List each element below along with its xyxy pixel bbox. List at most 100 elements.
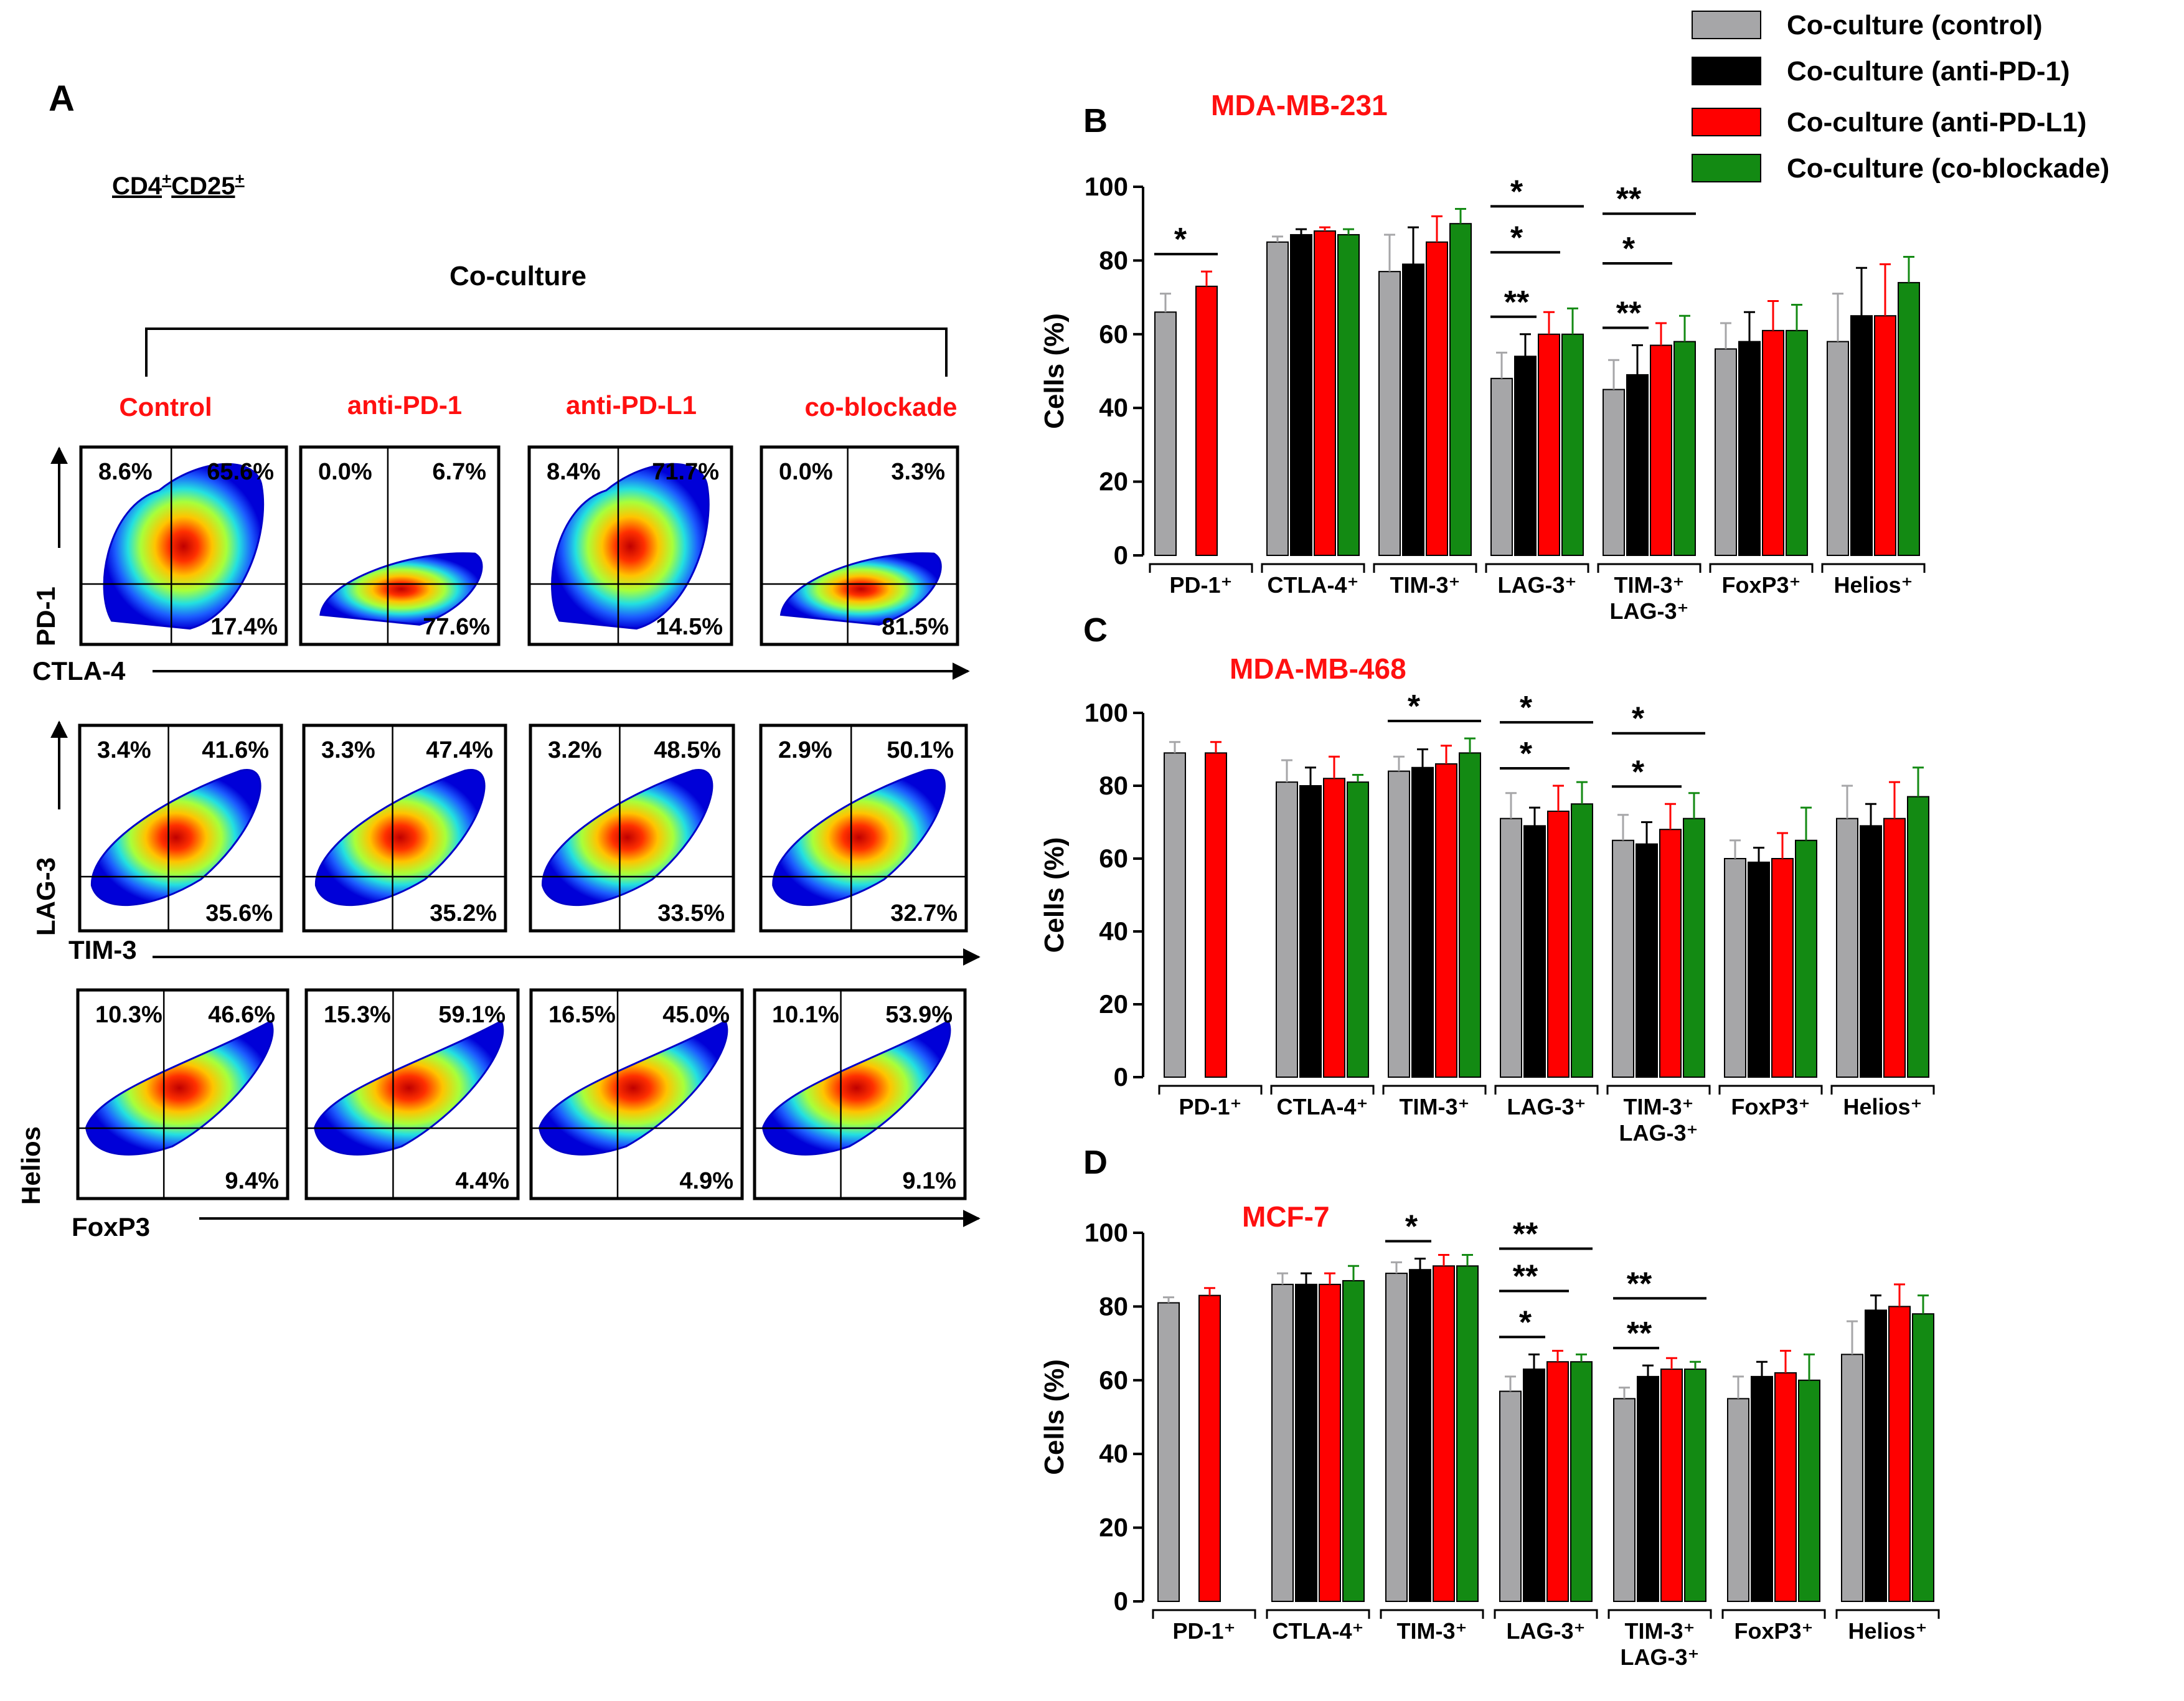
density-contour <box>779 552 942 626</box>
density-contour <box>103 463 265 630</box>
category-label: CTLA-4⁺ <box>1268 572 1359 598</box>
quadrant-lr-percent: 35.2% <box>430 900 497 926</box>
quadrant-lr-percent: 17.4% <box>210 614 278 640</box>
quadrant-lr-percent: 81.5% <box>882 614 949 640</box>
category-label: CTLA-4⁺ <box>1273 1618 1364 1644</box>
legend-label: Co-culture (co-blockade) <box>1787 153 2109 184</box>
bar <box>1409 1269 1431 1602</box>
density-contour <box>85 1020 274 1156</box>
y-tick-label: 20 <box>1099 467 1128 496</box>
category-label: TIM-3⁺ LAG-3⁺ <box>1619 1094 1698 1146</box>
density-contour <box>90 768 261 907</box>
density-contour <box>539 1020 728 1156</box>
bar <box>1827 341 1849 556</box>
category-label: Helios⁺ <box>1848 1618 1927 1644</box>
y-axis-label: Cells (%) <box>1039 837 1070 953</box>
bar <box>1195 285 1218 556</box>
category-bracket <box>1821 563 1926 573</box>
flow-plot: 2.9% 50.1% 32.7% <box>759 723 968 933</box>
legend-label: Co-culture (anti-PD-1) <box>1787 56 2070 87</box>
significance-marker: * <box>1632 754 1645 790</box>
population-sup1: + <box>162 169 171 188</box>
quadrant-ur-percent: 65.6% <box>207 459 274 485</box>
bar <box>1626 374 1649 556</box>
quadrant-ul-percent: 15.3% <box>324 1002 391 1028</box>
y-tick-label: 0 <box>1114 540 1128 570</box>
density-contour <box>761 1020 951 1156</box>
category-label: TIM-3⁺ <box>1397 1618 1467 1644</box>
significance-marker: * <box>1520 690 1533 726</box>
bar <box>1456 1265 1479 1602</box>
row2-y-marker: LAG-3 <box>31 857 60 936</box>
category-label: CTLA-4⁺ <box>1277 1094 1368 1119</box>
quadrant-ul-percent: 8.6% <box>98 459 153 485</box>
y-tick-label: 40 <box>1099 1439 1128 1468</box>
bar <box>1912 1313 1934 1602</box>
panel-letter: C <box>1083 611 1108 649</box>
legend-swatch <box>1692 11 1761 39</box>
category-bracket <box>1380 1609 1484 1619</box>
bar <box>1684 1369 1706 1603</box>
row1-x-marker: CTLA-4 <box>32 656 126 686</box>
flow-plot: 10.3% 46.6% 9.4% <box>76 988 289 1200</box>
category-bracket <box>1158 1085 1263 1095</box>
y-tick-label: 0 <box>1114 1062 1128 1091</box>
quadrant-lr-percent: 9.4% <box>225 1168 279 1194</box>
significance-marker: * <box>1622 231 1636 267</box>
quadrant-lr-percent: 33.5% <box>657 900 725 926</box>
bar <box>1490 377 1513 557</box>
density-contour <box>314 768 486 907</box>
quadrant-lr-percent: 4.4% <box>455 1168 509 1194</box>
category-label: TIM-3⁺ LAG-3⁺ <box>1609 572 1688 624</box>
y-tick-label: 20 <box>1099 1513 1128 1542</box>
bar <box>1426 241 1448 556</box>
y-tick-label: 100 <box>1085 1218 1128 1247</box>
bar <box>1523 1369 1545 1603</box>
bar <box>1874 315 1896 556</box>
significance-marker: * <box>1519 1304 1532 1341</box>
significance-marker: * <box>1408 689 1421 725</box>
bar <box>1514 356 1537 556</box>
bar <box>1205 752 1227 1078</box>
y-axis-label: Cells (%) <box>1039 313 1070 429</box>
category-label: TIM-3⁺ <box>1400 1094 1470 1119</box>
category-bracket <box>1485 563 1589 573</box>
bar-chart-d: D MCF-7 0 20 40 60 80 100 Cells (%) PD-1⁺ CTLA-4⁺ T… <box>1039 1144 1940 1670</box>
bar <box>1637 1375 1659 1602</box>
flow-plots: 8.6% 65.6% 17.4% 0.0% 6.7% 77.6% 8.4% 71.7% 14.5… <box>76 445 968 1200</box>
bar <box>1659 829 1682 1078</box>
category-bracket <box>1270 1085 1375 1095</box>
bar <box>1295 1283 1317 1602</box>
bar <box>1323 778 1345 1078</box>
bar <box>1319 1283 1341 1602</box>
category-bracket <box>1606 1085 1711 1095</box>
bar-charts: B MDA-MB-231 0 20 40 60 80 100 Cells (%) PD-1⁺ CTL… <box>1039 89 1940 1670</box>
density-contour <box>772 768 946 907</box>
bar <box>1724 858 1746 1078</box>
flow-plot: 0.0% 6.7% 77.6% <box>299 445 501 646</box>
y-tick-label: 0 <box>1114 1586 1128 1616</box>
legend: Co-culture (control) Co-culture (anti-PD-… <box>1692 10 2109 184</box>
category-bracket <box>1261 563 1365 573</box>
bar <box>1660 1369 1683 1603</box>
bar <box>1715 348 1737 556</box>
category-label: PD-1⁺ <box>1169 572 1232 598</box>
legend-swatch <box>1692 108 1761 136</box>
population-sup2: + <box>235 169 244 188</box>
significance-marker: ** <box>1504 285 1530 321</box>
row3-y-marker: Helios <box>16 1126 45 1205</box>
condition-label: Control <box>119 392 212 422</box>
quadrant-lr-percent: 77.6% <box>423 614 490 640</box>
density-contour <box>551 463 710 630</box>
category-label: PD-1⁺ <box>1172 1618 1235 1644</box>
bar <box>1299 785 1322 1078</box>
flow-plot: 3.3% 47.4% 35.2% <box>302 723 507 933</box>
category-bracket <box>1494 1085 1599 1095</box>
bar <box>1762 329 1784 556</box>
quadrant-ul-percent: 0.0% <box>318 459 372 485</box>
bar <box>1771 858 1794 1078</box>
significance-marker: ** <box>1627 1316 1652 1352</box>
bar <box>1612 839 1634 1078</box>
